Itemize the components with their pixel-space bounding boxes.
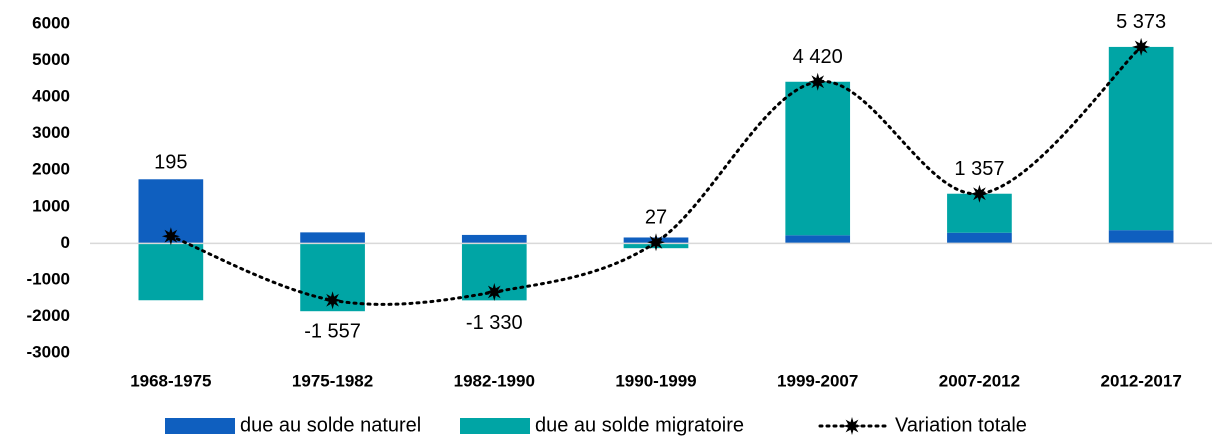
legend-swatch [460,418,530,434]
bar [1108,230,1174,244]
legend-label: due au solde migratoire [535,414,744,436]
x-tick-label: 2012-2017 [1100,371,1181,390]
line-marker [161,227,180,246]
data-label: 4 420 [793,46,843,68]
y-tick-label: -3000 [27,342,70,361]
line-marker [323,291,342,310]
bar [1108,46,1174,231]
bar [461,234,527,244]
y-tick-label: -1000 [27,269,70,288]
y-tick-label: 3000 [32,123,70,142]
y-tick-label: 6000 [32,13,70,32]
x-tick-label: 2007-2012 [939,371,1020,390]
data-label: -1 330 [466,312,523,334]
line-marker [1132,37,1151,56]
line-marker [485,283,504,301]
y-tick-label: 1000 [32,196,70,215]
x-tick-label: 1982-1990 [454,371,535,390]
data-label: 1 357 [954,158,1004,180]
data-label: 195 [154,151,187,173]
bar [947,232,1012,244]
legend-label: Variation totale [895,414,1027,436]
y-tick-label: 4000 [32,87,70,106]
legend-label: due au solde naturel [240,414,421,436]
bar [785,81,851,236]
legend-marker [843,417,861,435]
data-label: -1 557 [304,321,361,343]
bar [300,232,365,244]
y-tick-label: 0 [61,233,70,252]
y-tick-label: 2000 [32,160,70,179]
bar [785,235,851,244]
y-tick-label: -2000 [27,306,70,325]
legend-swatch [165,418,235,434]
x-tick-label: 1999-2007 [777,371,858,390]
y-tick-label: 5000 [32,50,70,69]
line-marker [808,72,827,91]
legend: due au solde naturel due au solde migrato… [165,414,1027,436]
data-label: 5 373 [1116,11,1166,33]
x-tick-label: 1968-1975 [130,371,211,390]
data-label: 27 [645,207,667,229]
x-tick-label: 1990-1999 [615,371,696,390]
bar [138,243,204,301]
x-tick-label: 1975-1982 [292,371,373,390]
line-marker [647,233,665,252]
line-marker [970,184,989,203]
